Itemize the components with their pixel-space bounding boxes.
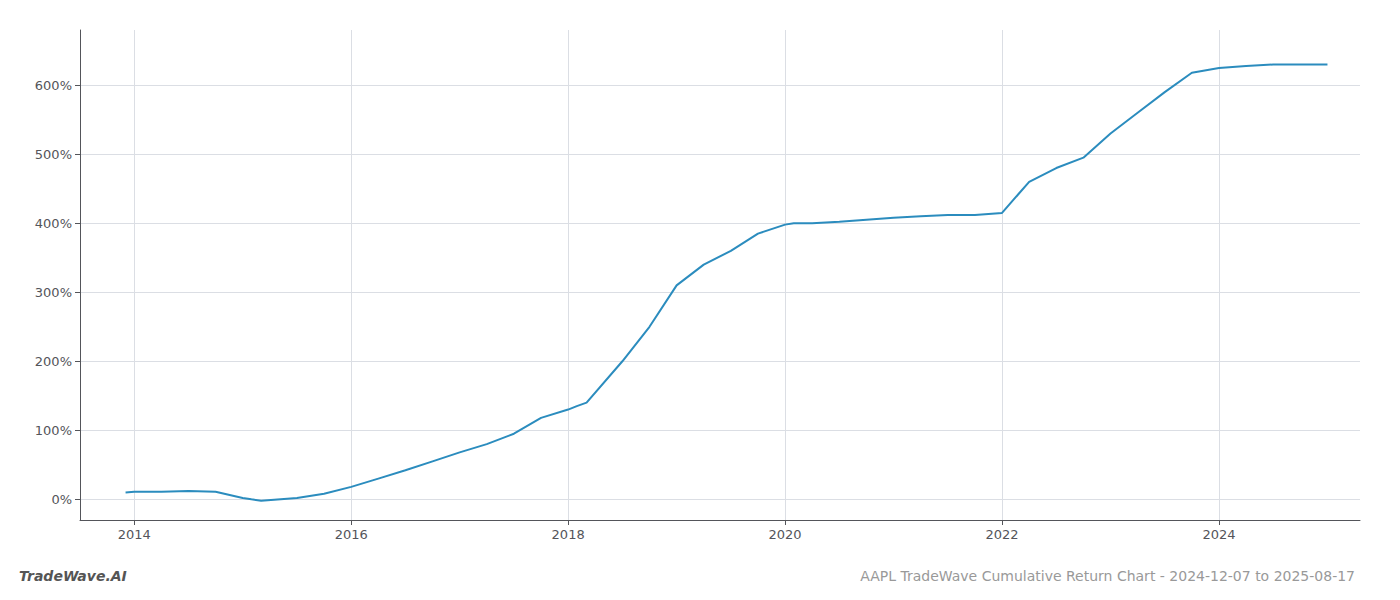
svg-text:0%: 0% — [51, 492, 72, 507]
svg-text:100%: 100% — [35, 423, 72, 438]
svg-text:AAPL TradeWave Cumulative Retu: AAPL TradeWave Cumulative Return Chart -… — [860, 568, 1355, 584]
svg-text:2020: 2020 — [769, 527, 802, 542]
svg-text:600%: 600% — [35, 78, 72, 93]
svg-text:2022: 2022 — [985, 527, 1018, 542]
svg-text:2016: 2016 — [335, 527, 368, 542]
svg-text:2018: 2018 — [552, 527, 585, 542]
svg-text:500%: 500% — [35, 147, 72, 162]
svg-text:300%: 300% — [35, 285, 72, 300]
svg-text:2024: 2024 — [1202, 527, 1235, 542]
svg-text:200%: 200% — [35, 354, 72, 369]
svg-text:400%: 400% — [35, 216, 72, 231]
svg-text:2014: 2014 — [118, 527, 151, 542]
svg-text:TradeWave.AI: TradeWave.AI — [19, 568, 127, 584]
